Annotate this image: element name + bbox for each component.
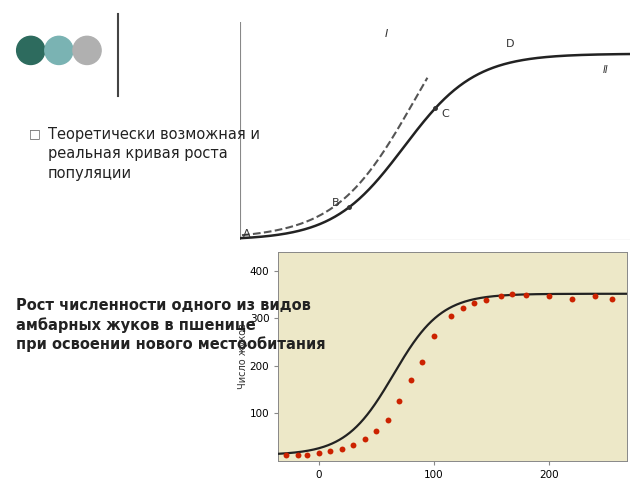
Text: □: □ <box>29 127 40 140</box>
Point <box>406 376 416 384</box>
Point <box>348 441 358 449</box>
Point <box>458 304 468 312</box>
Point <box>507 290 517 298</box>
Point <box>469 300 479 307</box>
Point <box>302 451 312 459</box>
Point <box>293 451 303 458</box>
Text: C: C <box>441 109 449 119</box>
Point <box>383 417 393 424</box>
Point <box>371 428 381 435</box>
Text: D: D <box>506 39 514 49</box>
Point <box>314 449 324 457</box>
Text: амбарных жуков в пшенице: амбарных жуков в пшенице <box>16 317 256 333</box>
Text: реальная кривая роста: реальная кривая роста <box>48 146 228 161</box>
Point <box>544 292 554 300</box>
Point <box>567 295 577 302</box>
Point <box>394 397 404 405</box>
Point <box>325 447 335 455</box>
Point <box>446 312 456 320</box>
Point <box>590 292 600 300</box>
Point <box>337 445 347 453</box>
Text: при освоении нового местообитания: при освоении нового местообитания <box>16 336 326 352</box>
Point <box>495 292 506 300</box>
Text: популяции: популяции <box>48 166 132 180</box>
Point <box>481 297 491 304</box>
Text: Теоретически возможная и: Теоретически возможная и <box>48 127 260 142</box>
Text: B: B <box>332 198 339 208</box>
Point <box>417 358 428 366</box>
Point <box>360 436 370 444</box>
Point <box>607 295 618 302</box>
Text: I: I <box>385 29 388 38</box>
Point <box>429 333 439 340</box>
Text: Рост численности одного из видов: Рост численности одного из видов <box>16 298 311 312</box>
Point <box>521 291 531 299</box>
Text: A: A <box>243 229 251 239</box>
Text: II: II <box>603 65 609 75</box>
Y-axis label: Число жуков: Число жуков <box>238 324 248 389</box>
Point <box>282 451 292 459</box>
